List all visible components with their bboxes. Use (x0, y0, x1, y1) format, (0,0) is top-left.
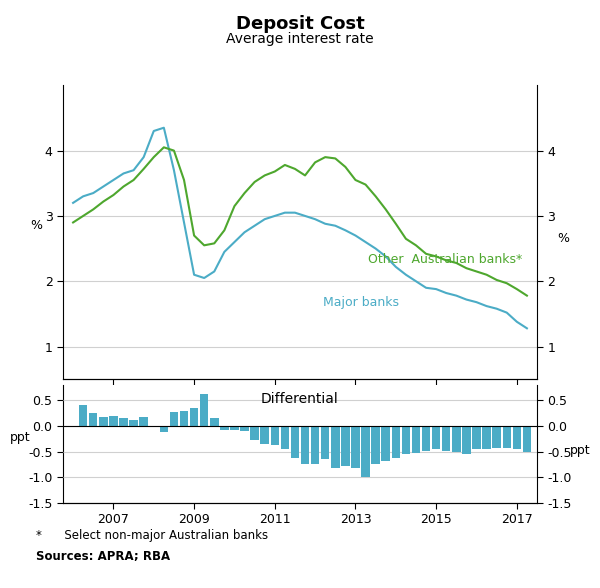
Bar (271, 426, 279, 445)
Bar (301, 426, 309, 465)
Bar (230, 426, 239, 430)
Bar (341, 426, 350, 466)
Y-axis label: %: % (31, 219, 43, 232)
Text: Major banks: Major banks (323, 296, 399, 309)
Y-axis label: ppt: ppt (10, 431, 30, 444)
Bar (149, 426, 158, 427)
Bar (200, 395, 208, 426)
Bar (220, 426, 229, 430)
Bar (382, 426, 390, 461)
Bar (139, 417, 148, 426)
Bar (190, 408, 199, 426)
Bar (503, 426, 511, 447)
Bar (119, 419, 128, 426)
Bar (250, 426, 259, 440)
Bar (109, 416, 118, 426)
Bar (452, 426, 461, 452)
Bar (493, 426, 501, 447)
Text: *      Select non-major Australian banks: * Select non-major Australian banks (36, 529, 268, 542)
Bar (79, 405, 88, 426)
Y-axis label: ppt: ppt (570, 444, 590, 457)
Text: Other  Australian banks*: Other Australian banks* (368, 253, 522, 266)
Bar (89, 413, 97, 426)
Bar (321, 426, 329, 459)
Bar (523, 426, 531, 452)
Bar (401, 426, 410, 454)
Bar (170, 412, 178, 426)
Bar (472, 426, 481, 449)
Bar (482, 426, 491, 449)
Bar (351, 426, 360, 468)
Bar (160, 426, 168, 432)
Text: Deposit Cost: Deposit Cost (236, 15, 364, 33)
Bar (99, 417, 107, 426)
Bar (281, 426, 289, 449)
Bar (311, 426, 319, 465)
Bar (130, 420, 138, 426)
Bar (422, 426, 430, 450)
Bar (512, 426, 521, 449)
Text: Sources: APRA; RBA: Sources: APRA; RBA (36, 550, 170, 563)
Bar (442, 426, 451, 450)
Bar (392, 426, 400, 457)
Bar (361, 426, 370, 477)
Bar (371, 426, 380, 465)
Bar (412, 426, 420, 453)
Bar (331, 426, 340, 468)
Bar (240, 426, 249, 431)
Bar (210, 419, 218, 426)
Text: Average interest rate: Average interest rate (226, 32, 374, 46)
Bar (432, 426, 440, 449)
Bar (260, 426, 269, 444)
Bar (462, 426, 470, 454)
Bar (180, 410, 188, 426)
Y-axis label: %: % (557, 232, 569, 245)
Text: Differential: Differential (261, 392, 339, 406)
Bar (291, 426, 299, 458)
